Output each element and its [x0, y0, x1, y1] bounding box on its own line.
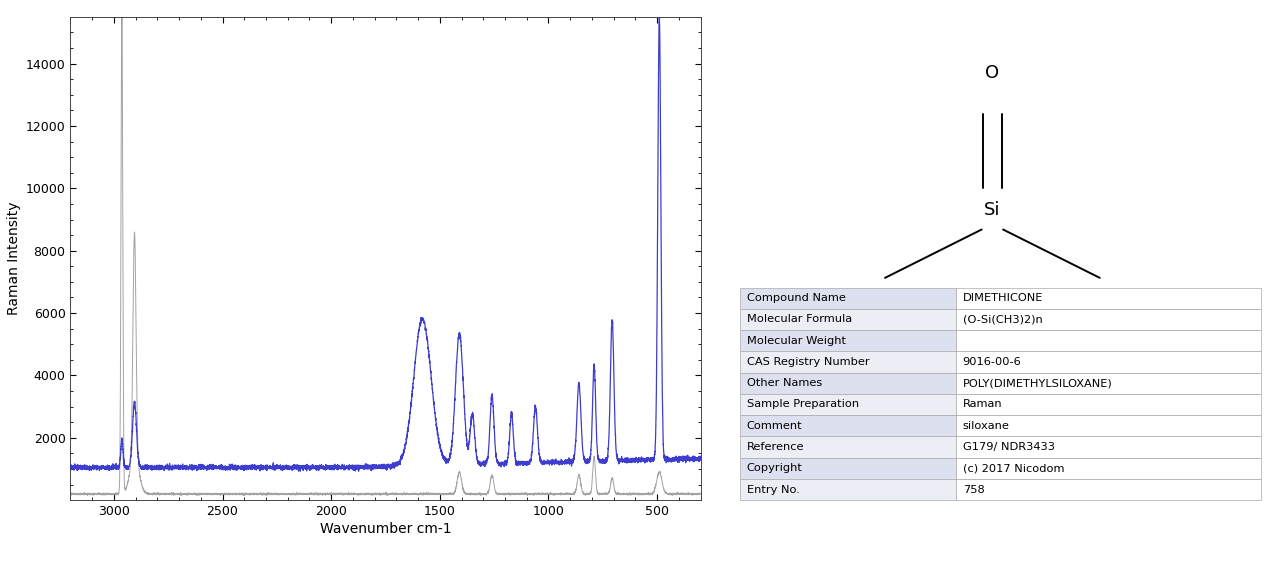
- Text: (O-Si(CH3)2)n: (O-Si(CH3)2)n: [963, 314, 1042, 324]
- Bar: [740, 394, 956, 415]
- Text: Other Names: Other Names: [746, 378, 822, 388]
- Text: O: O: [986, 64, 1000, 82]
- Bar: [740, 309, 956, 330]
- Text: Entry No.: Entry No.: [746, 484, 800, 495]
- Text: Copyright: Copyright: [746, 463, 803, 473]
- Y-axis label: Raman Intensity: Raman Intensity: [8, 202, 22, 315]
- Bar: [740, 373, 956, 394]
- Text: Molecular Weight: Molecular Weight: [746, 336, 846, 346]
- Bar: [956, 330, 1261, 351]
- Text: 9016-00-6: 9016-00-6: [963, 357, 1021, 367]
- Text: DIMETHICONE: DIMETHICONE: [963, 293, 1043, 303]
- Bar: [956, 415, 1261, 436]
- Text: Reference: Reference: [746, 442, 804, 452]
- Bar: [956, 436, 1261, 457]
- X-axis label: Wavenumber cm-1: Wavenumber cm-1: [320, 522, 452, 536]
- Bar: [740, 436, 956, 457]
- Text: POLY(DIMETHYLSILOXANE): POLY(DIMETHYLSILOXANE): [963, 378, 1112, 388]
- Bar: [740, 288, 956, 309]
- Bar: [956, 457, 1261, 479]
- Bar: [740, 415, 956, 436]
- Text: (c) 2017 Nicodom: (c) 2017 Nicodom: [963, 463, 1064, 473]
- Bar: [956, 373, 1261, 394]
- Text: siloxane: siloxane: [963, 421, 1010, 430]
- Text: Raman: Raman: [963, 400, 1002, 410]
- Text: G179/ NDR3433: G179/ NDR3433: [963, 442, 1055, 452]
- Text: Si: Si: [984, 201, 1001, 219]
- Text: Sample Preparation: Sample Preparation: [746, 400, 859, 410]
- Bar: [740, 457, 956, 479]
- Bar: [956, 479, 1261, 500]
- Text: 758: 758: [963, 484, 984, 495]
- Bar: [740, 330, 956, 351]
- Bar: [740, 351, 956, 373]
- Bar: [956, 309, 1261, 330]
- Text: Molecular Formula: Molecular Formula: [746, 314, 851, 324]
- Bar: [740, 479, 956, 500]
- Text: CAS Registry Number: CAS Registry Number: [746, 357, 869, 367]
- Text: Comment: Comment: [746, 421, 803, 430]
- Bar: [956, 351, 1261, 373]
- Bar: [956, 394, 1261, 415]
- Bar: [956, 288, 1261, 309]
- Text: Compound Name: Compound Name: [746, 293, 845, 303]
